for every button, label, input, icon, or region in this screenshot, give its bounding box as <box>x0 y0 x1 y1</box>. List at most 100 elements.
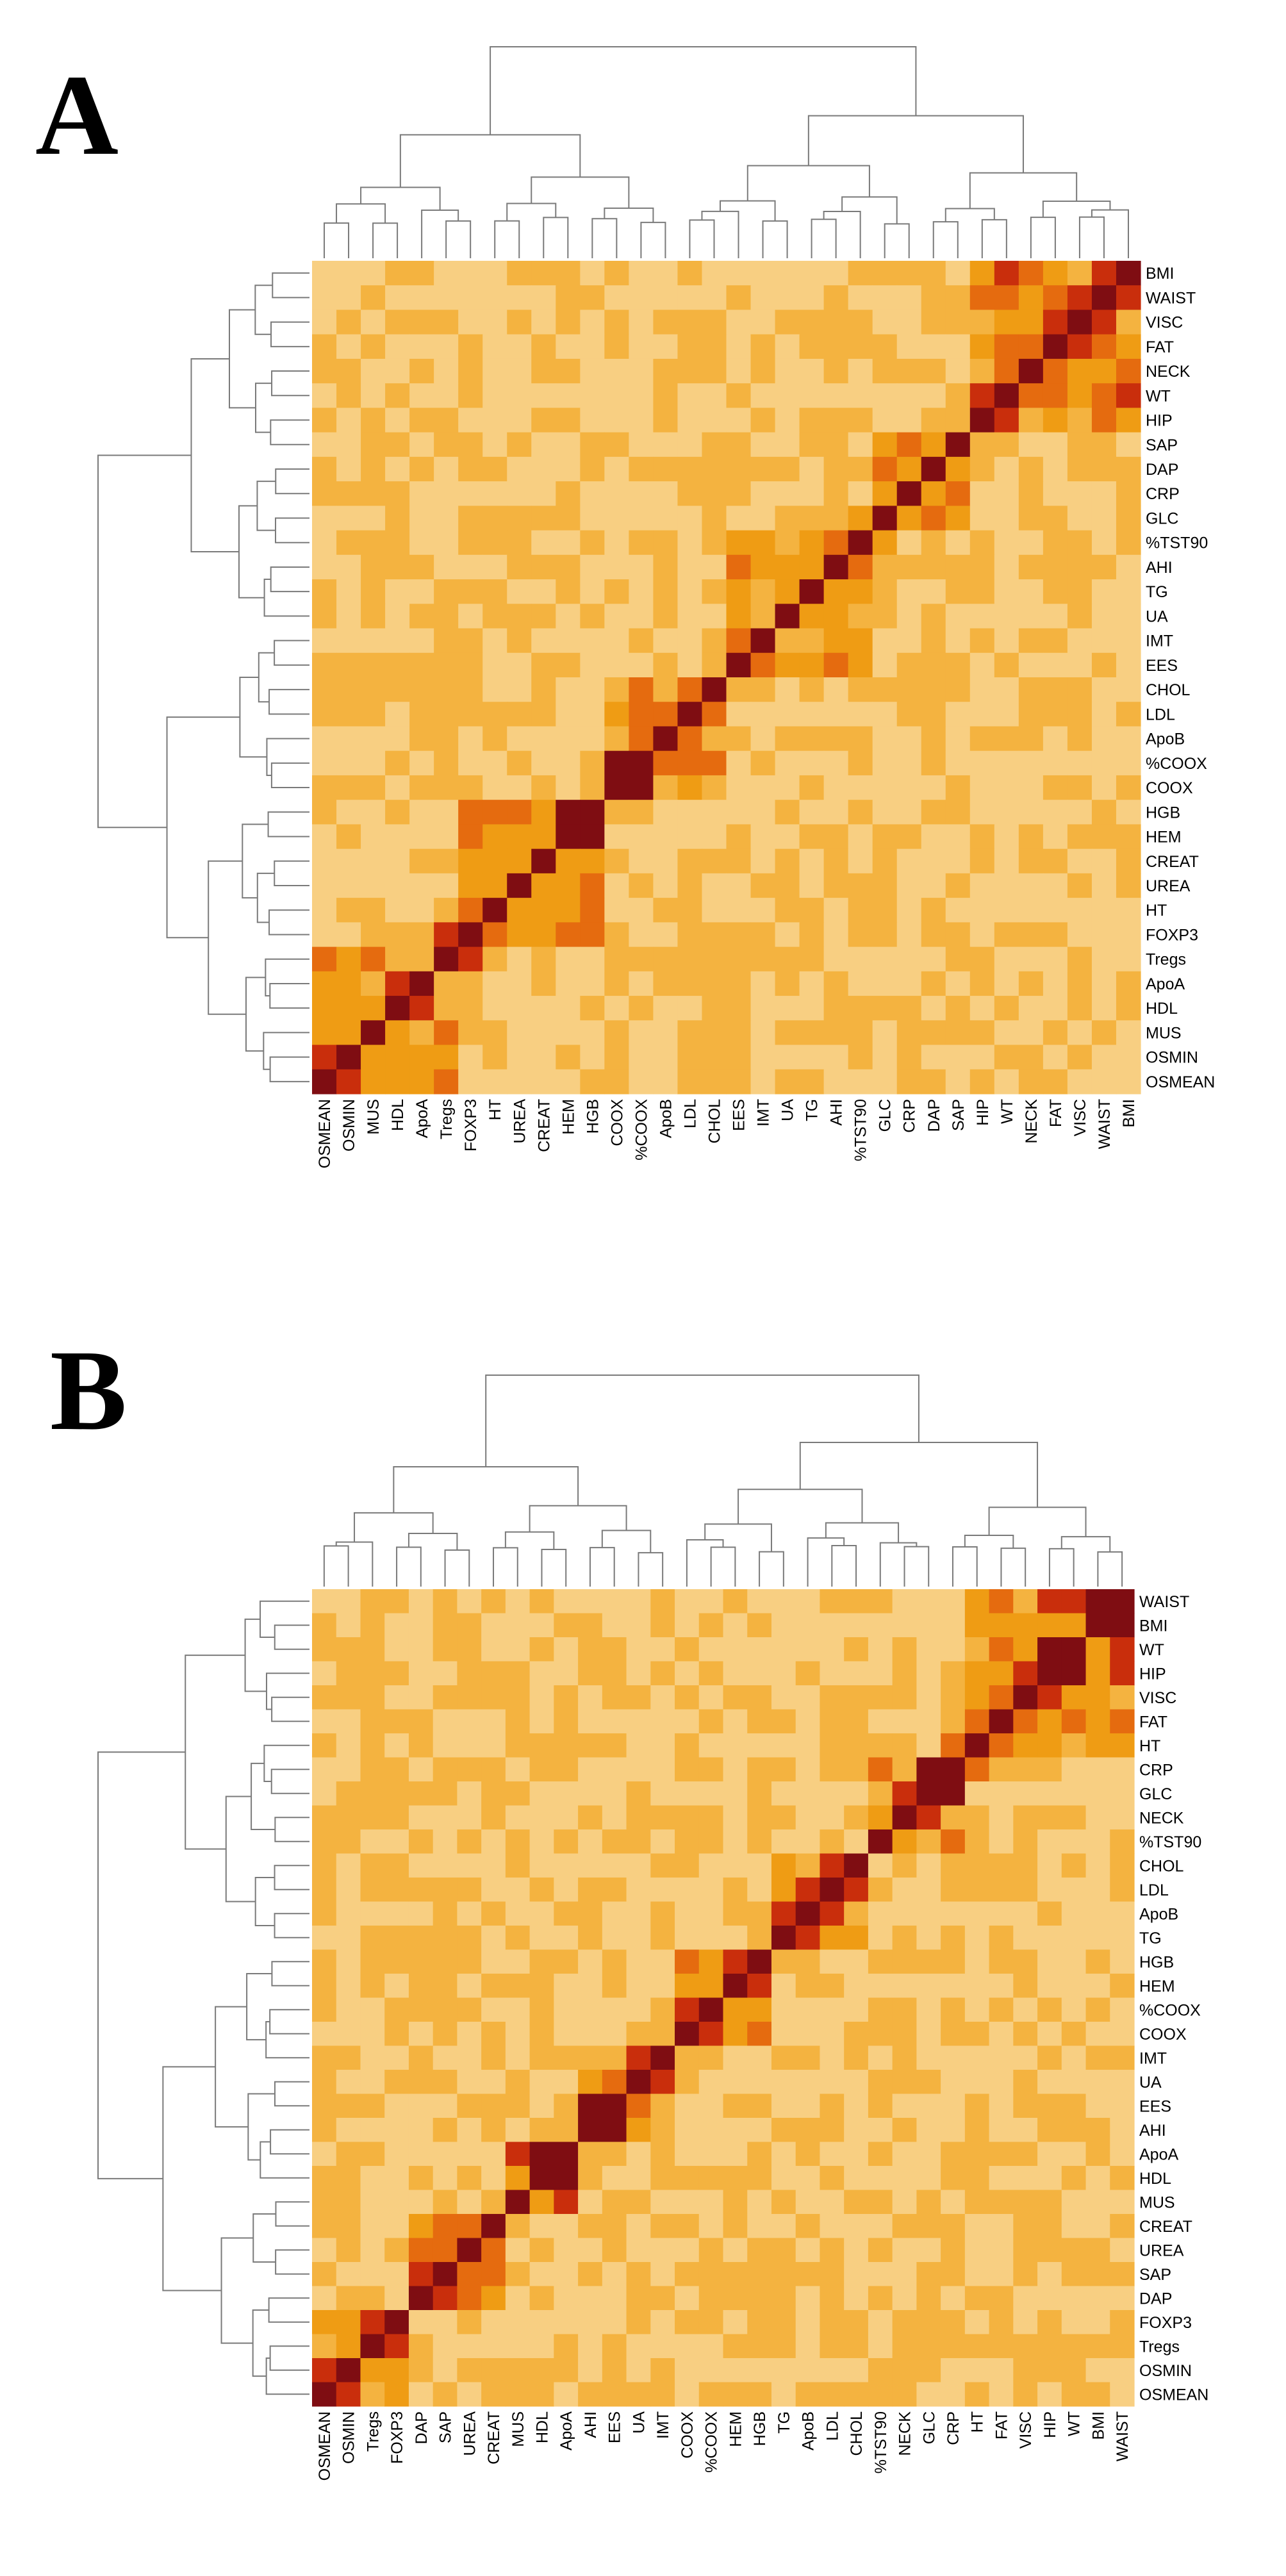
row-label: MUS <box>1146 1024 1182 1042</box>
heatmap-cell <box>896 677 922 702</box>
heatmap-cell <box>312 456 337 482</box>
row-label: ApoA <box>1146 975 1185 993</box>
heatmap-cell <box>336 2045 361 2070</box>
heatmap-cell <box>892 1661 917 1686</box>
heatmap-cell <box>409 824 434 850</box>
heatmap-cell <box>360 2166 385 2191</box>
heatmap-cell <box>1061 1853 1087 1878</box>
heatmap-cell <box>916 1757 941 1782</box>
heatmap-cell <box>1110 1901 1135 1926</box>
heatmap-cell <box>312 848 337 874</box>
heatmap-cell <box>312 261 337 286</box>
heatmap-cell <box>653 408 679 433</box>
heatmap-cell <box>336 1805 361 1830</box>
heatmap-cell <box>964 1805 990 1830</box>
heatmap-cell <box>409 432 434 458</box>
heatmap-cell <box>775 530 800 556</box>
heatmap-cell <box>723 2166 748 2191</box>
heatmap-cell <box>872 408 898 433</box>
heatmap-cell <box>795 1997 821 2022</box>
heatmap-cell <box>626 2070 651 2095</box>
heatmap-cell <box>1043 922 1068 948</box>
heatmap-cell <box>1085 2382 1110 2407</box>
heatmap-cell <box>820 2310 845 2335</box>
heatmap-cell <box>409 1044 434 1070</box>
heatmap-cell <box>1110 2142 1135 2167</box>
heatmap-cell <box>799 750 825 776</box>
heatmap-cell <box>844 2214 869 2239</box>
heatmap-cell <box>650 1901 675 1926</box>
heatmap-cell <box>650 2310 675 2335</box>
heatmap-cell <box>1037 2166 1062 2191</box>
heatmap-cell <box>578 2358 603 2383</box>
heatmap-cell <box>896 824 922 850</box>
heatmap-cell <box>702 922 727 948</box>
heatmap-cell <box>1085 1685 1110 1710</box>
row-label: BMI <box>1139 1617 1167 1635</box>
heatmap-cell <box>896 358 922 384</box>
heatmap-cell <box>556 628 581 654</box>
heatmap-cell <box>844 1757 869 1782</box>
heatmap-cell <box>529 2070 554 2095</box>
heatmap-cell <box>775 408 800 433</box>
heatmap-cell <box>726 310 752 335</box>
heatmap-cell <box>529 1589 554 1614</box>
heatmap-cell <box>505 2070 531 2095</box>
heatmap-cell <box>799 652 825 678</box>
heatmap-cell <box>1061 2142 1087 2167</box>
heatmap-cell <box>964 2142 990 2167</box>
heatmap-cell <box>408 2190 434 2215</box>
heatmap-cell <box>868 2382 893 2407</box>
heatmap-cell <box>823 922 849 948</box>
heatmap-cell <box>675 1757 700 1782</box>
heatmap-cell <box>482 432 507 458</box>
heatmap-cell <box>434 432 459 458</box>
heatmap-cell <box>507 898 532 923</box>
heatmap-cell <box>312 310 337 335</box>
heatmap-cell <box>336 1901 361 1926</box>
heatmap-cell <box>1085 2118 1110 2143</box>
heatmap-cell <box>653 628 679 654</box>
column-label: UA <box>779 1099 797 1121</box>
heatmap-cell <box>892 1829 917 1854</box>
heatmap-cell <box>1061 1589 1087 1614</box>
heatmap-cell <box>989 2334 1014 2359</box>
heatmap-cell <box>361 408 386 433</box>
heatmap-cell <box>1037 1805 1062 1830</box>
row-label: CREAT <box>1139 2218 1192 2236</box>
heatmap-cell <box>408 1949 434 1974</box>
heatmap-cell <box>747 1805 772 1830</box>
heatmap-cell <box>554 1829 579 1854</box>
heatmap-cell <box>578 1685 603 1710</box>
heatmap-cell <box>964 2166 990 2191</box>
heatmap-cell <box>820 2262 845 2287</box>
heatmap-cell <box>872 824 898 850</box>
column-label: MUS <box>509 2411 527 2447</box>
heatmap-cell <box>872 554 898 580</box>
heatmap-cell <box>771 1901 796 1926</box>
column-label: ApoA <box>557 2411 575 2450</box>
heatmap-cell <box>556 800 581 825</box>
heatmap-cell <box>921 604 946 629</box>
heatmap-cell <box>629 922 654 948</box>
heatmap-cell <box>529 1926 554 1951</box>
heatmap-cell <box>1067 408 1092 433</box>
heatmap-cell <box>626 2358 651 2383</box>
heatmap-cell <box>698 1613 724 1638</box>
row-label: FAT <box>1146 338 1174 356</box>
heatmap-cell <box>702 996 727 1021</box>
heatmap-cell <box>747 1613 772 1638</box>
heatmap-cell <box>941 2118 966 2143</box>
heatmap-cell <box>409 628 434 654</box>
heatmap-cell <box>1061 1781 1087 1806</box>
row-label: IMT <box>1139 2049 1167 2067</box>
heatmap-cell <box>916 1997 941 2022</box>
heatmap-cell <box>433 1853 458 1878</box>
heatmap-cell <box>848 358 873 384</box>
heatmap-cell <box>921 579 946 604</box>
heatmap-cell <box>1110 2334 1135 2359</box>
heatmap-cell <box>823 628 849 654</box>
heatmap-cell <box>385 579 410 604</box>
heatmap-cell <box>1043 848 1068 874</box>
heatmap-cell <box>580 726 605 752</box>
